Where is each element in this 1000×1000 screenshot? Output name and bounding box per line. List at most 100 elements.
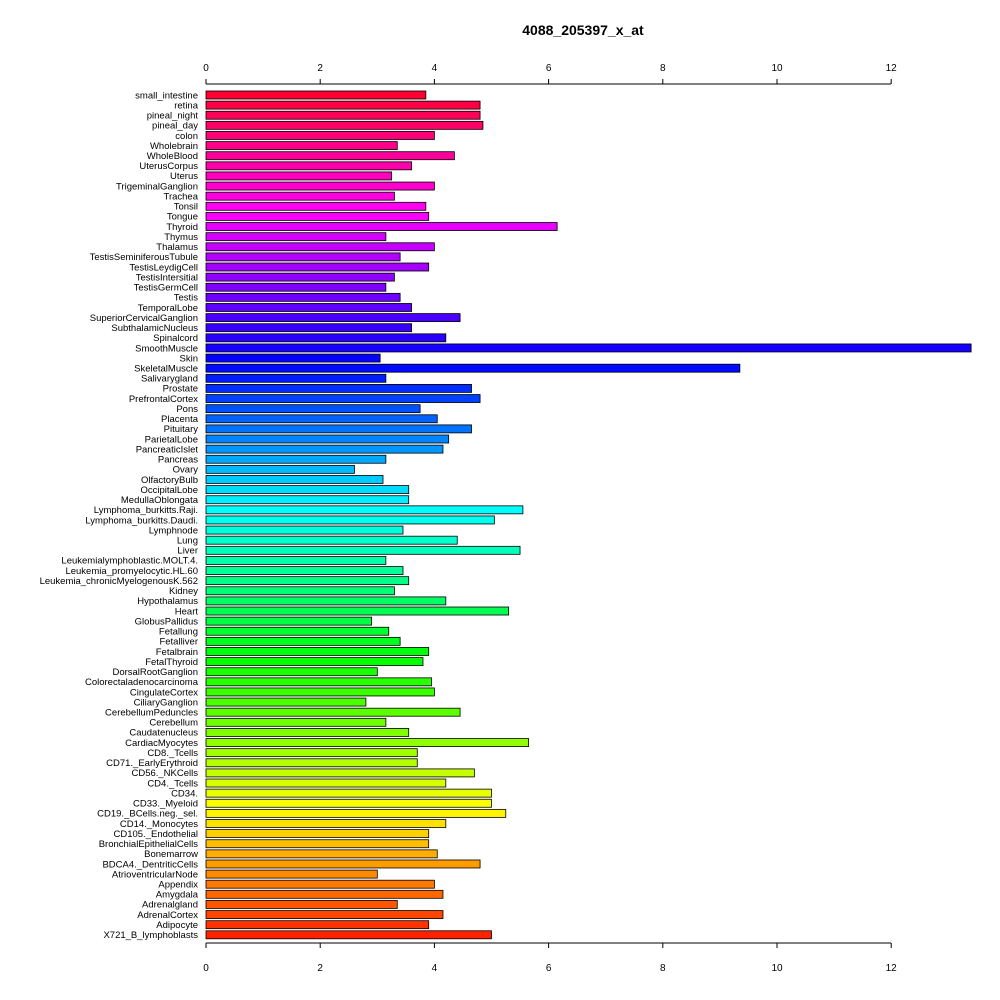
bar xyxy=(205,819,447,828)
bar xyxy=(205,384,472,393)
bar xyxy=(205,545,521,555)
category-label: OccipitalLobe xyxy=(140,485,198,496)
bar xyxy=(205,201,427,211)
top-tick-label: 6 xyxy=(546,63,552,74)
category-label: colon xyxy=(175,131,198,142)
category-label: TestisLeydigCell xyxy=(129,262,198,273)
bar xyxy=(205,110,481,120)
bar xyxy=(205,475,384,484)
top-tick-label: 8 xyxy=(660,63,666,74)
category-label: CD71._EarlyErythroid xyxy=(106,758,198,769)
bar xyxy=(205,697,367,707)
bar xyxy=(205,636,401,646)
category-label: retina xyxy=(174,100,198,111)
category-label: SkeletalMuscle xyxy=(134,363,198,374)
bottom-tick-label: 6 xyxy=(546,963,552,974)
category-label: Liver xyxy=(177,546,198,557)
category-label: PancreaticIslet xyxy=(136,444,199,455)
bar xyxy=(205,343,972,353)
category-label: AdrenalCortex xyxy=(137,910,198,921)
bar xyxy=(205,282,387,292)
bar xyxy=(205,667,378,677)
category-label: TestisGermCell xyxy=(134,283,198,294)
bar xyxy=(205,373,387,383)
bar xyxy=(205,262,430,272)
category-label: Lung xyxy=(177,535,198,546)
category-label: X721_B_lymphoblasts xyxy=(103,930,198,941)
top-tick-label: 2 xyxy=(317,63,323,74)
bar xyxy=(205,576,410,586)
bar xyxy=(205,626,390,636)
category-label: Lymphoma_burkitts.Daudi. xyxy=(85,515,198,526)
bar xyxy=(205,889,444,899)
bar xyxy=(205,303,412,312)
category-label: Thymus xyxy=(164,232,198,243)
category-label: UterusCorpus xyxy=(139,161,198,172)
bar xyxy=(205,444,444,454)
bar xyxy=(205,181,435,191)
category-label: CD19._BCells.neg._sel. xyxy=(97,809,198,820)
bar xyxy=(205,798,492,808)
bar xyxy=(205,808,507,818)
category-label: TestisSeminiferousTubule xyxy=(90,252,198,263)
top-tick-label: 10 xyxy=(771,63,783,74)
bar xyxy=(205,768,475,778)
category-label: Heart xyxy=(175,606,199,617)
top-tick-label: 12 xyxy=(886,63,898,74)
bar xyxy=(205,353,381,363)
bar xyxy=(205,151,455,161)
bar xyxy=(205,454,387,464)
bar xyxy=(205,677,432,687)
category-label: CingulateCortex xyxy=(130,687,198,698)
category-label: Hypothalamus xyxy=(137,596,198,607)
bar xyxy=(205,272,395,282)
bar xyxy=(205,161,412,171)
category-label: Pons xyxy=(176,404,198,415)
bar xyxy=(205,464,355,474)
category-label: CD56._NKCells xyxy=(131,768,198,779)
category-label: TemporalLobe xyxy=(138,303,198,314)
category-label: Fetalliver xyxy=(159,637,198,648)
bar xyxy=(205,788,492,798)
bottom-tick-label: 12 xyxy=(886,963,898,974)
bar xyxy=(205,839,430,849)
category-label: CardiacMyocytes xyxy=(125,738,198,749)
category-label: WholeBlood xyxy=(147,151,198,162)
category-label: Leukemia_chronicMyelogenousK.562 xyxy=(40,576,198,587)
bar xyxy=(205,242,435,252)
category-label: Testis xyxy=(174,293,199,304)
category-label: Caudatenucleus xyxy=(129,728,198,739)
category-label: Spinalcord xyxy=(153,333,198,344)
category-label: Fetallung xyxy=(159,627,198,638)
bar xyxy=(205,292,401,302)
bottom-tick-label: 2 xyxy=(317,963,323,974)
bar xyxy=(205,394,481,403)
bar xyxy=(205,758,418,768)
category-label: SmoothMuscle xyxy=(135,343,198,354)
category-label: Tongue xyxy=(167,212,198,223)
bar xyxy=(205,515,495,525)
bar xyxy=(205,930,492,940)
category-label: SuperiorCervicalGanglion xyxy=(90,313,198,324)
bar xyxy=(205,910,444,919)
bar xyxy=(205,748,418,758)
category-label: CD105._Endothelial xyxy=(113,829,198,840)
bar xyxy=(205,900,398,909)
bar xyxy=(205,323,412,333)
top-axis: 0 2 4 6 8 10 12 xyxy=(203,63,897,84)
bar xyxy=(205,596,447,606)
top-tick-label: 4 xyxy=(432,63,438,74)
category-label: Kidney xyxy=(169,586,198,597)
category-label: Trachea xyxy=(164,191,199,202)
category-label: Thyroid xyxy=(166,222,198,233)
category-label: Ovary xyxy=(173,465,199,476)
bar xyxy=(205,232,387,242)
category-label: Thalamus xyxy=(156,242,198,253)
category-label: Leukemia_promyelocytic.HL.60 xyxy=(65,566,198,577)
bar xyxy=(205,120,484,130)
bar xyxy=(205,434,450,444)
bar xyxy=(205,505,524,515)
bar xyxy=(205,728,410,737)
bar xyxy=(205,100,481,110)
